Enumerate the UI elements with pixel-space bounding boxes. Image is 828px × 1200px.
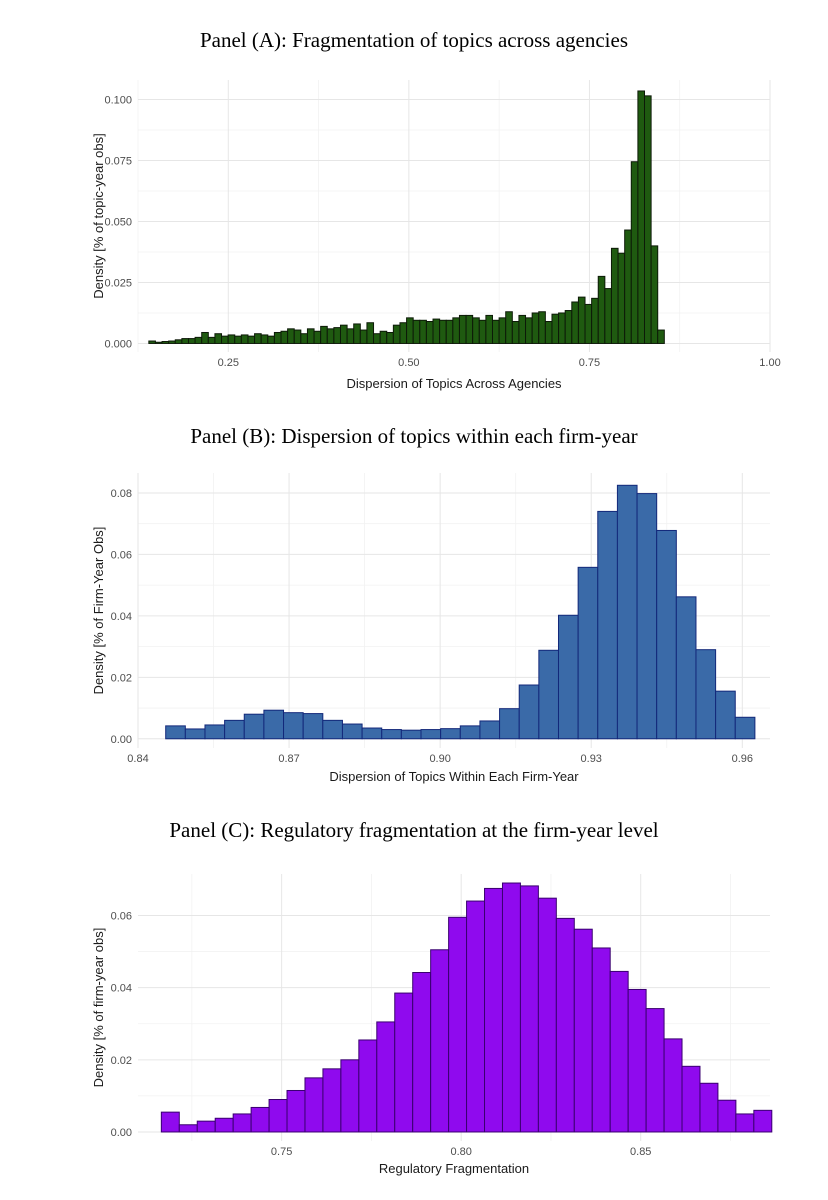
- bars: [148, 90, 665, 344]
- x-tick-label: 0.50: [398, 357, 419, 369]
- x-tick-label: 1.00: [759, 357, 780, 369]
- x-tick-label: 0.93: [581, 753, 602, 765]
- histogram-bar: [715, 690, 736, 740]
- y-tick-label: 0.050: [104, 216, 132, 228]
- y-axis-label: Density [% of topic-year obs]: [91, 133, 106, 298]
- histogram-bar: [519, 885, 539, 1133]
- panel-c-title: Panel (C): Regulatory fragmentation at t…: [169, 818, 659, 842]
- histogram-bar: [627, 988, 647, 1133]
- histogram-bar: [484, 887, 503, 1133]
- x-tick-label: 0.80: [450, 1146, 471, 1158]
- y-tick-label: 0.000: [104, 338, 132, 350]
- histogram-bar: [650, 245, 659, 344]
- histogram-bar: [394, 992, 414, 1133]
- histogram-bar: [699, 1082, 719, 1133]
- histogram-bar: [609, 970, 629, 1133]
- y-tick-label: 0.00: [111, 1127, 132, 1139]
- histogram-bar: [366, 322, 375, 344]
- histogram-bar: [537, 897, 557, 1133]
- x-tick-label: 0.84: [127, 753, 148, 765]
- panel-b-chart: 0.00 0.02 0.04 0.06 0.08 0.84 0.87 0.90 0.93 0.96…: [91, 473, 770, 784]
- histogram-bar: [644, 95, 652, 344]
- histogram-bar: [555, 917, 575, 1133]
- bars: [165, 484, 756, 740]
- y-tick-label: 0.06: [111, 910, 132, 922]
- x-tick-label: 0.25: [218, 357, 239, 369]
- histogram-bar: [340, 1059, 360, 1133]
- histogram-bar: [250, 1106, 270, 1133]
- x-axis-label: Dispersion of Topics Across Agencies: [346, 376, 562, 391]
- x-axis-label: Dispersion of Topics Within Each Firm-Ye…: [329, 769, 579, 784]
- histogram-bar: [681, 1065, 701, 1133]
- y-tick-label: 0.100: [104, 95, 132, 107]
- histogram-bar: [657, 329, 665, 344]
- histogram-bar: [735, 1113, 755, 1133]
- y-axis-label: Density [% of Firm-Year Obs]: [91, 527, 106, 695]
- y-tick-label: 0.04: [111, 983, 132, 995]
- histogram-bar: [734, 716, 756, 740]
- histogram-bar: [286, 1089, 306, 1133]
- x-tick-label: 0.75: [579, 357, 600, 369]
- x-tick-label: 0.90: [429, 753, 450, 765]
- histogram-bar: [268, 1099, 288, 1133]
- y-tick-label: 0.08: [111, 488, 132, 500]
- bars: [160, 882, 773, 1133]
- histogram-bar: [430, 949, 450, 1133]
- y-tick-label: 0.075: [104, 156, 132, 168]
- histogram-bar: [412, 972, 432, 1133]
- panel-a-title: Panel (A): Fragmentation of topics acros…: [199, 28, 629, 52]
- y-tick-label: 0.02: [111, 1055, 132, 1067]
- x-tick-label: 0.85: [630, 1146, 651, 1158]
- histogram-bar: [591, 947, 611, 1133]
- histogram-bar: [645, 1008, 665, 1133]
- x-tick-label: 0.87: [278, 753, 299, 765]
- x-tick-label: 0.75: [271, 1146, 292, 1158]
- y-tick-label: 0.00: [111, 734, 132, 746]
- histogram-bar: [663, 1038, 683, 1133]
- panel-a-chart: 0.000 0.025 0.050 0.075 0.100 0.25 0.50 0.75 1.0…: [91, 80, 781, 391]
- histogram-bar: [214, 1117, 234, 1133]
- y-tick-label: 0.04: [111, 611, 132, 623]
- panel-b-title: Panel (B): Dispersion of topics within e…: [190, 424, 638, 448]
- histogram-bar: [178, 1124, 198, 1133]
- histogram-bar: [573, 928, 593, 1133]
- histogram-bar: [753, 1109, 773, 1133]
- histogram-bar: [448, 916, 468, 1133]
- histogram-bar: [376, 1021, 396, 1133]
- x-tick-label: 0.96: [732, 753, 753, 765]
- histogram-bar: [466, 900, 486, 1133]
- histogram-bar: [322, 1068, 342, 1133]
- histogram-bar: [196, 1120, 216, 1133]
- histogram-bar: [160, 1111, 180, 1133]
- histogram-bar: [358, 1039, 378, 1133]
- x-axis-label: Regulatory Fragmentation: [379, 1161, 529, 1176]
- y-tick-label: 0.025: [104, 277, 132, 289]
- y-tick-label: 0.06: [111, 549, 132, 561]
- histogram-bar: [304, 1077, 324, 1133]
- y-axis-label: Density [% of firm-year obs]: [91, 928, 106, 1088]
- histogram-bar: [501, 882, 521, 1133]
- histogram-bar: [717, 1099, 737, 1133]
- histogram-bar: [232, 1113, 252, 1133]
- y-tick-label: 0.02: [111, 672, 132, 684]
